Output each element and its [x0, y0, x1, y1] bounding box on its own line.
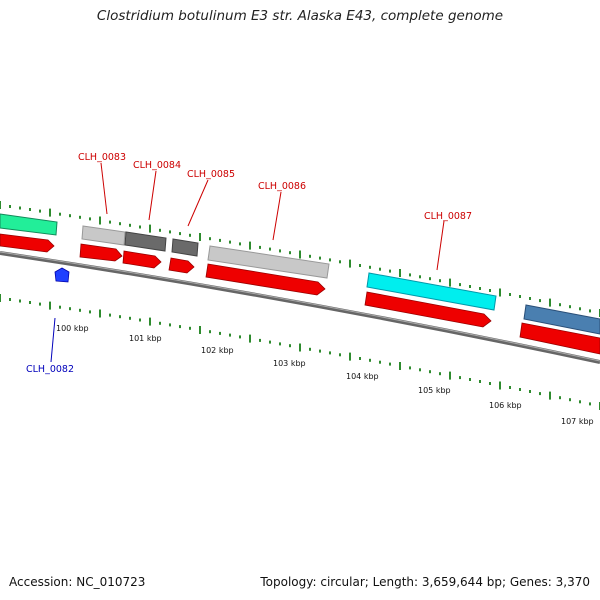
leader-line-clh-0082	[50, 317, 56, 363]
feature-track-genes	[0, 213, 600, 335]
gene-feature-clh-0082[interactable]	[54, 267, 70, 283]
scale-label: 106 kbp	[489, 401, 522, 410]
cds-arrow[interactable]	[122, 250, 162, 269]
scale-label: 102 kbp	[201, 346, 234, 355]
leader-line-clh-0085	[187, 179, 209, 227]
scale-label: 105 kbp	[418, 386, 451, 395]
cds-track	[0, 233, 600, 355]
genome-backbone-highlight	[0, 251, 600, 362]
genome-backbone	[0, 251, 600, 364]
scale-label: 103 kbp	[273, 359, 306, 368]
gene-label-clh-0083[interactable]: CLH_0083	[78, 152, 126, 163]
genome-summary-text: Topology: circular; Length: 3,659,644 bp…	[260, 575, 590, 589]
scale-label: 100 kbp	[56, 324, 89, 333]
gene-feature-clh-0084[interactable]	[124, 231, 167, 252]
label-leaders	[50, 162, 445, 363]
scale-label: 107 kbp	[561, 417, 594, 426]
scale-label: 101 kbp	[129, 334, 162, 343]
leader-line-clh-0084	[148, 170, 157, 221]
leader-line-clh-0083	[100, 162, 108, 215]
gene-label-clh-0085[interactable]: CLH_0085	[187, 169, 235, 180]
cds-arrow[interactable]	[519, 322, 600, 355]
cds-arrow[interactable]	[364, 291, 492, 328]
inner-tick-track	[0, 294, 600, 410]
gene-feature-clh-0083[interactable]	[81, 225, 126, 246]
gene-label-clh-0084[interactable]: CLH_0084	[133, 160, 181, 171]
gene-label-clh-0087[interactable]: CLH_0087	[424, 211, 472, 222]
cds-arrow[interactable]	[205, 263, 326, 296]
scale-labels: 100 kbp 101 kbp 102 kbp 103 kbp 104 kbp …	[56, 324, 594, 426]
gene-feature-clh-0085[interactable]	[171, 238, 199, 257]
accession-text: Accession: NC_010723	[9, 575, 146, 589]
leader-line-clh-0087	[436, 220, 445, 271]
map-title: Clostridium botulinum E3 str. Alaska E43…	[96, 8, 504, 24]
gene-labels: CLH_0083 CLH_0084 CLH_0085 CLH_0086 CLH_…	[26, 152, 472, 375]
outer-tick-track	[0, 201, 600, 317]
scale-label: 104 kbp	[346, 372, 379, 381]
cds-arrow[interactable]	[79, 243, 123, 262]
gene-feature-left-edge[interactable]	[0, 213, 58, 236]
gene-label-clh-0086[interactable]: CLH_0086	[258, 181, 306, 192]
gene-feature-right-edge[interactable]	[523, 304, 600, 335]
gene-feature-clh-0087[interactable]	[366, 272, 497, 311]
gene-feature-clh-0086[interactable]	[207, 245, 330, 279]
leader-line-clh-0086	[272, 191, 282, 241]
cds-arrow[interactable]	[168, 257, 195, 274]
cds-arrow[interactable]	[0, 233, 55, 253]
gene-label-clh-0082[interactable]: CLH_0082	[26, 364, 74, 375]
